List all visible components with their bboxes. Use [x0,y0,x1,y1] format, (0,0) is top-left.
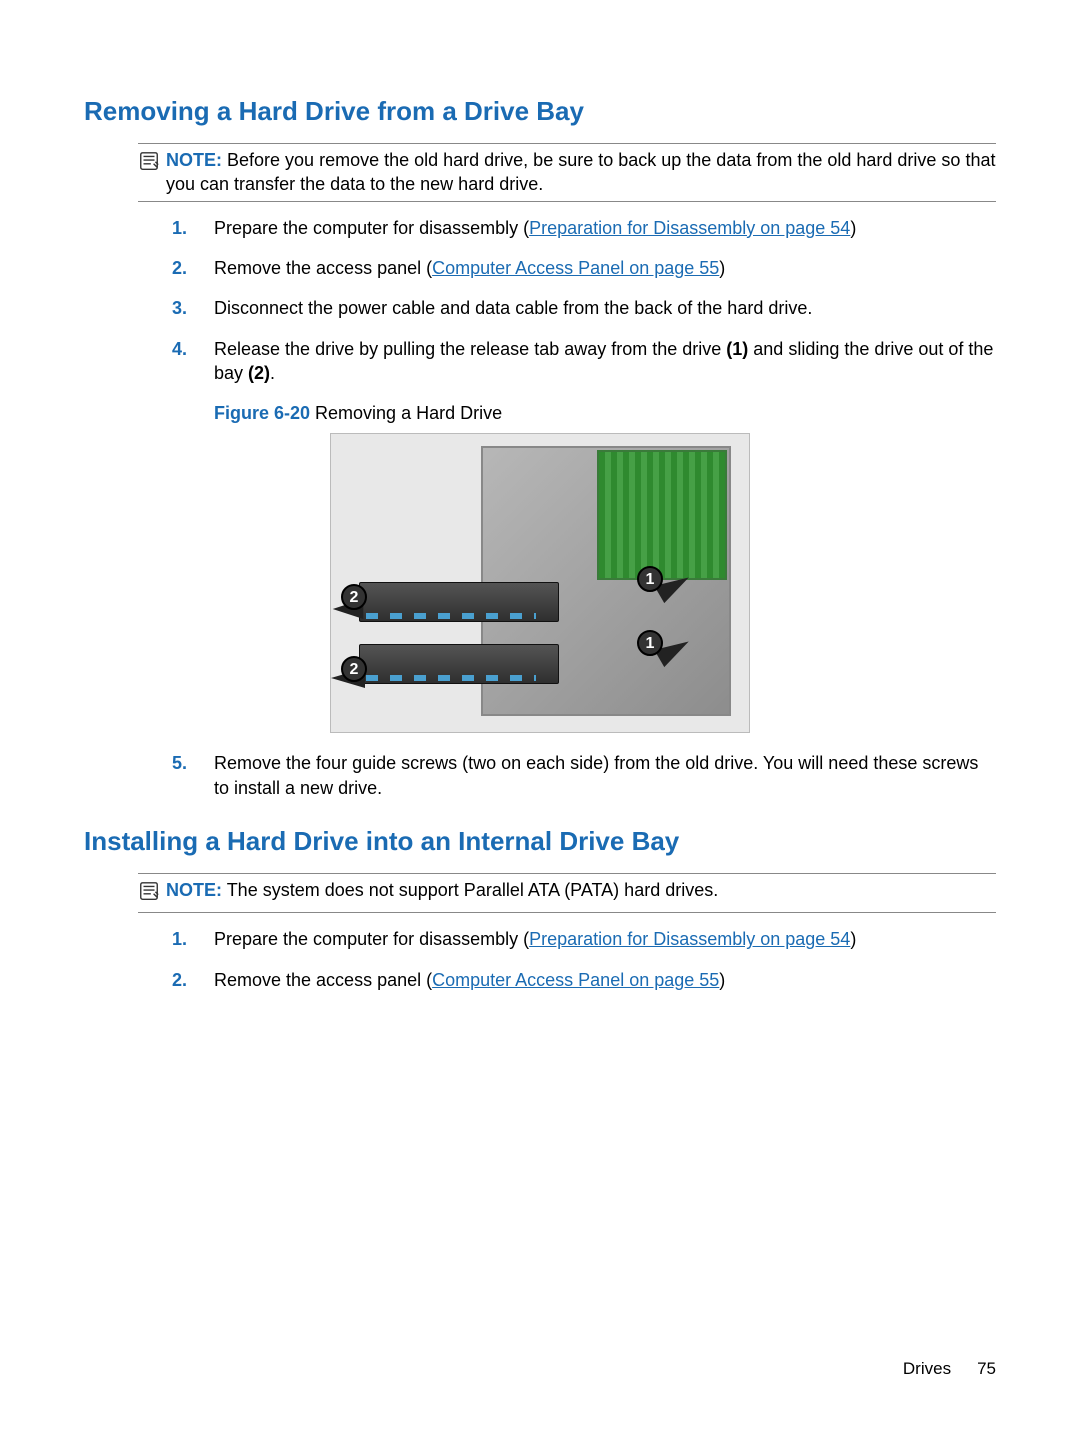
step-1-4: Release the drive by pulling the release… [172,337,996,386]
step-1-2: Remove the access panel (Computer Access… [172,256,996,280]
note-body: The system does not support Parallel ATA… [227,880,719,900]
note-icon [138,880,160,908]
note-text-2: NOTE: The system does not support Parall… [166,878,996,902]
section1-steps-cont: Remove the four guide screws (two on eac… [172,751,996,800]
figure-caption: Figure 6-20 Removing a Hard Drive [214,401,996,425]
note-text-1: NOTE: Before you remove the old hard dri… [166,148,996,197]
step-1-3: Disconnect the power cable and data cabl… [172,296,996,320]
step-2-1: Prepare the computer for disassembly (Pr… [172,927,996,951]
figure-6-20: 1 1 2 2 [330,433,750,733]
figure-label: Figure 6-20 [214,403,310,423]
page-footer: Drives 75 [903,1358,996,1381]
figure-title: Removing a Hard Drive [310,403,502,423]
note-body: Before you remove the old hard drive, be… [166,150,995,194]
note-block-1: NOTE: Before you remove the old hard dri… [138,143,996,202]
link-access-panel[interactable]: Computer Access Panel on page 55 [432,258,719,278]
note-label: NOTE: [166,880,222,900]
note-icon [138,150,160,178]
step-1-5: Remove the four guide screws (two on eac… [172,751,996,800]
section2-steps: Prepare the computer for disassembly (Pr… [172,927,996,992]
link-prep-disassembly[interactable]: Preparation for Disassembly on page 54 [529,218,850,238]
footer-page-number: 75 [977,1358,996,1381]
step-1-1: Prepare the computer for disassembly (Pr… [172,216,996,240]
section1-heading: Removing a Hard Drive from a Drive Bay [84,94,996,129]
note-block-2: NOTE: The system does not support Parall… [138,873,996,913]
section1-steps: Prepare the computer for disassembly (Pr… [172,216,996,385]
section2-heading: Installing a Hard Drive into an Internal… [84,824,996,859]
step-2-2: Remove the access panel (Computer Access… [172,968,996,992]
link-access-panel-2[interactable]: Computer Access Panel on page 55 [432,970,719,990]
note-label: NOTE: [166,150,222,170]
footer-category: Drives [903,1358,951,1381]
link-prep-disassembly-2[interactable]: Preparation for Disassembly on page 54 [529,929,850,949]
